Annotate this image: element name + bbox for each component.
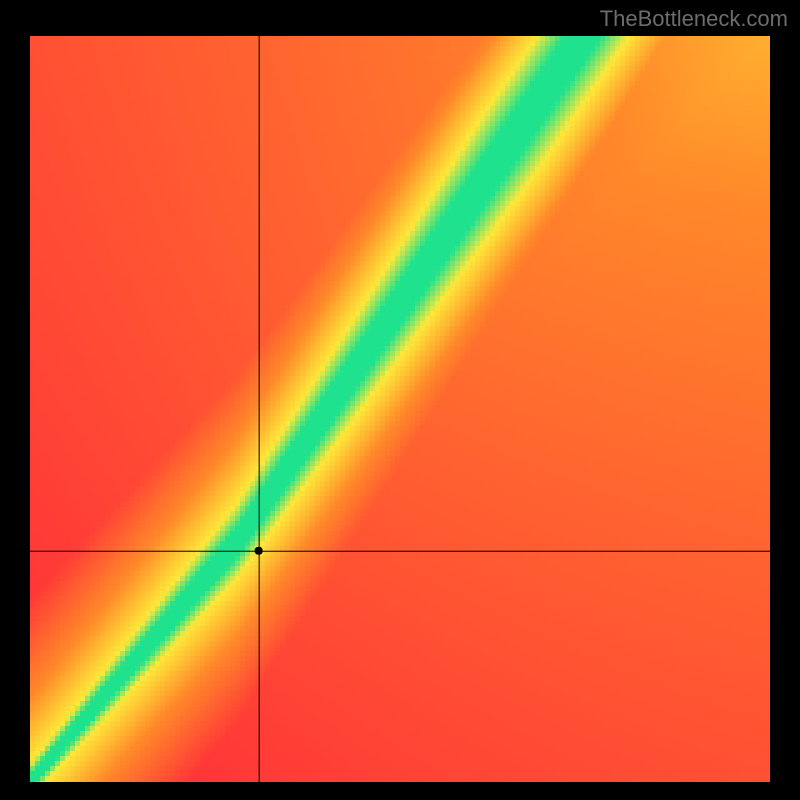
attribution-text: TheBottleneck.com bbox=[600, 6, 788, 32]
chart-container bbox=[30, 36, 770, 782]
root: TheBottleneck.com bbox=[0, 0, 800, 800]
heatmap-canvas bbox=[30, 36, 770, 782]
